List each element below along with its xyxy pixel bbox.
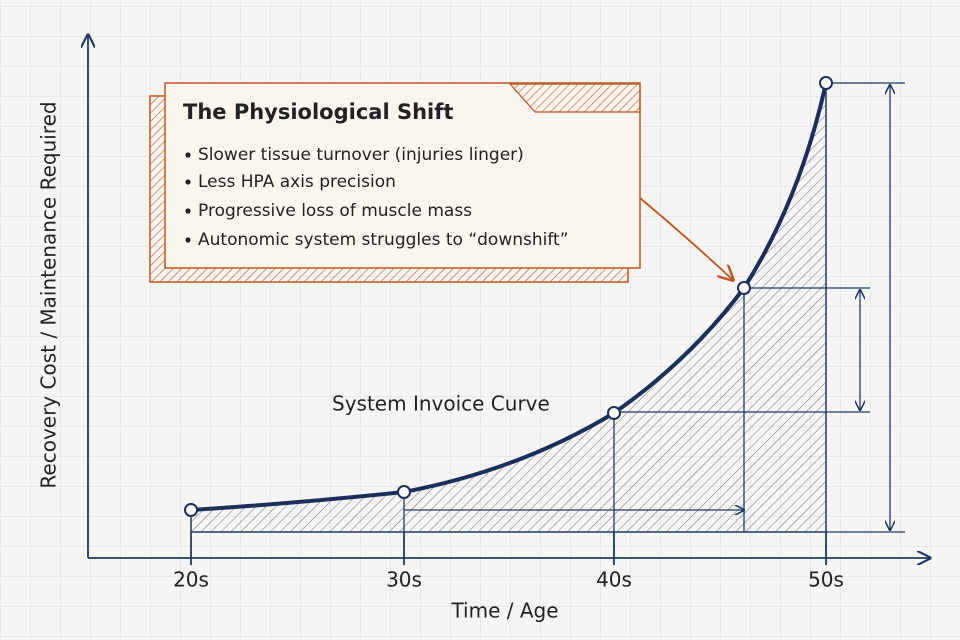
callout-item: Slower tissue turnover (injuries linger): [198, 145, 524, 165]
callout-tab: [508, 83, 641, 113]
x-tick-label: 40s: [596, 568, 632, 592]
x-tick-label: 50s: [808, 568, 844, 592]
bullet: [185, 237, 191, 243]
callout-item: Progressive loss of muscle mass: [198, 201, 472, 221]
callout-title: The Physiological Shift: [183, 100, 453, 124]
callout-item: Autonomic system struggles to “downshift…: [198, 230, 569, 250]
x-tick-label: 30s: [386, 568, 422, 592]
guides: [403, 82, 905, 533]
x-axis-label: Time / Age: [450, 599, 558, 623]
axes: [88, 35, 930, 565]
curve-label: System Invoice Curve: [332, 392, 550, 416]
bullet: [185, 208, 191, 214]
callout-arrow: [639, 197, 733, 280]
bullet: [185, 152, 191, 158]
bullet: [185, 179, 191, 185]
callout-item: Less HPA axis precision: [198, 172, 396, 192]
x-tick-label: 20s: [173, 568, 209, 592]
curve-points: [184, 76, 833, 517]
y-axis-label: Recovery Cost / Maintenance Required: [37, 101, 61, 488]
callout-box: [164, 82, 641, 269]
